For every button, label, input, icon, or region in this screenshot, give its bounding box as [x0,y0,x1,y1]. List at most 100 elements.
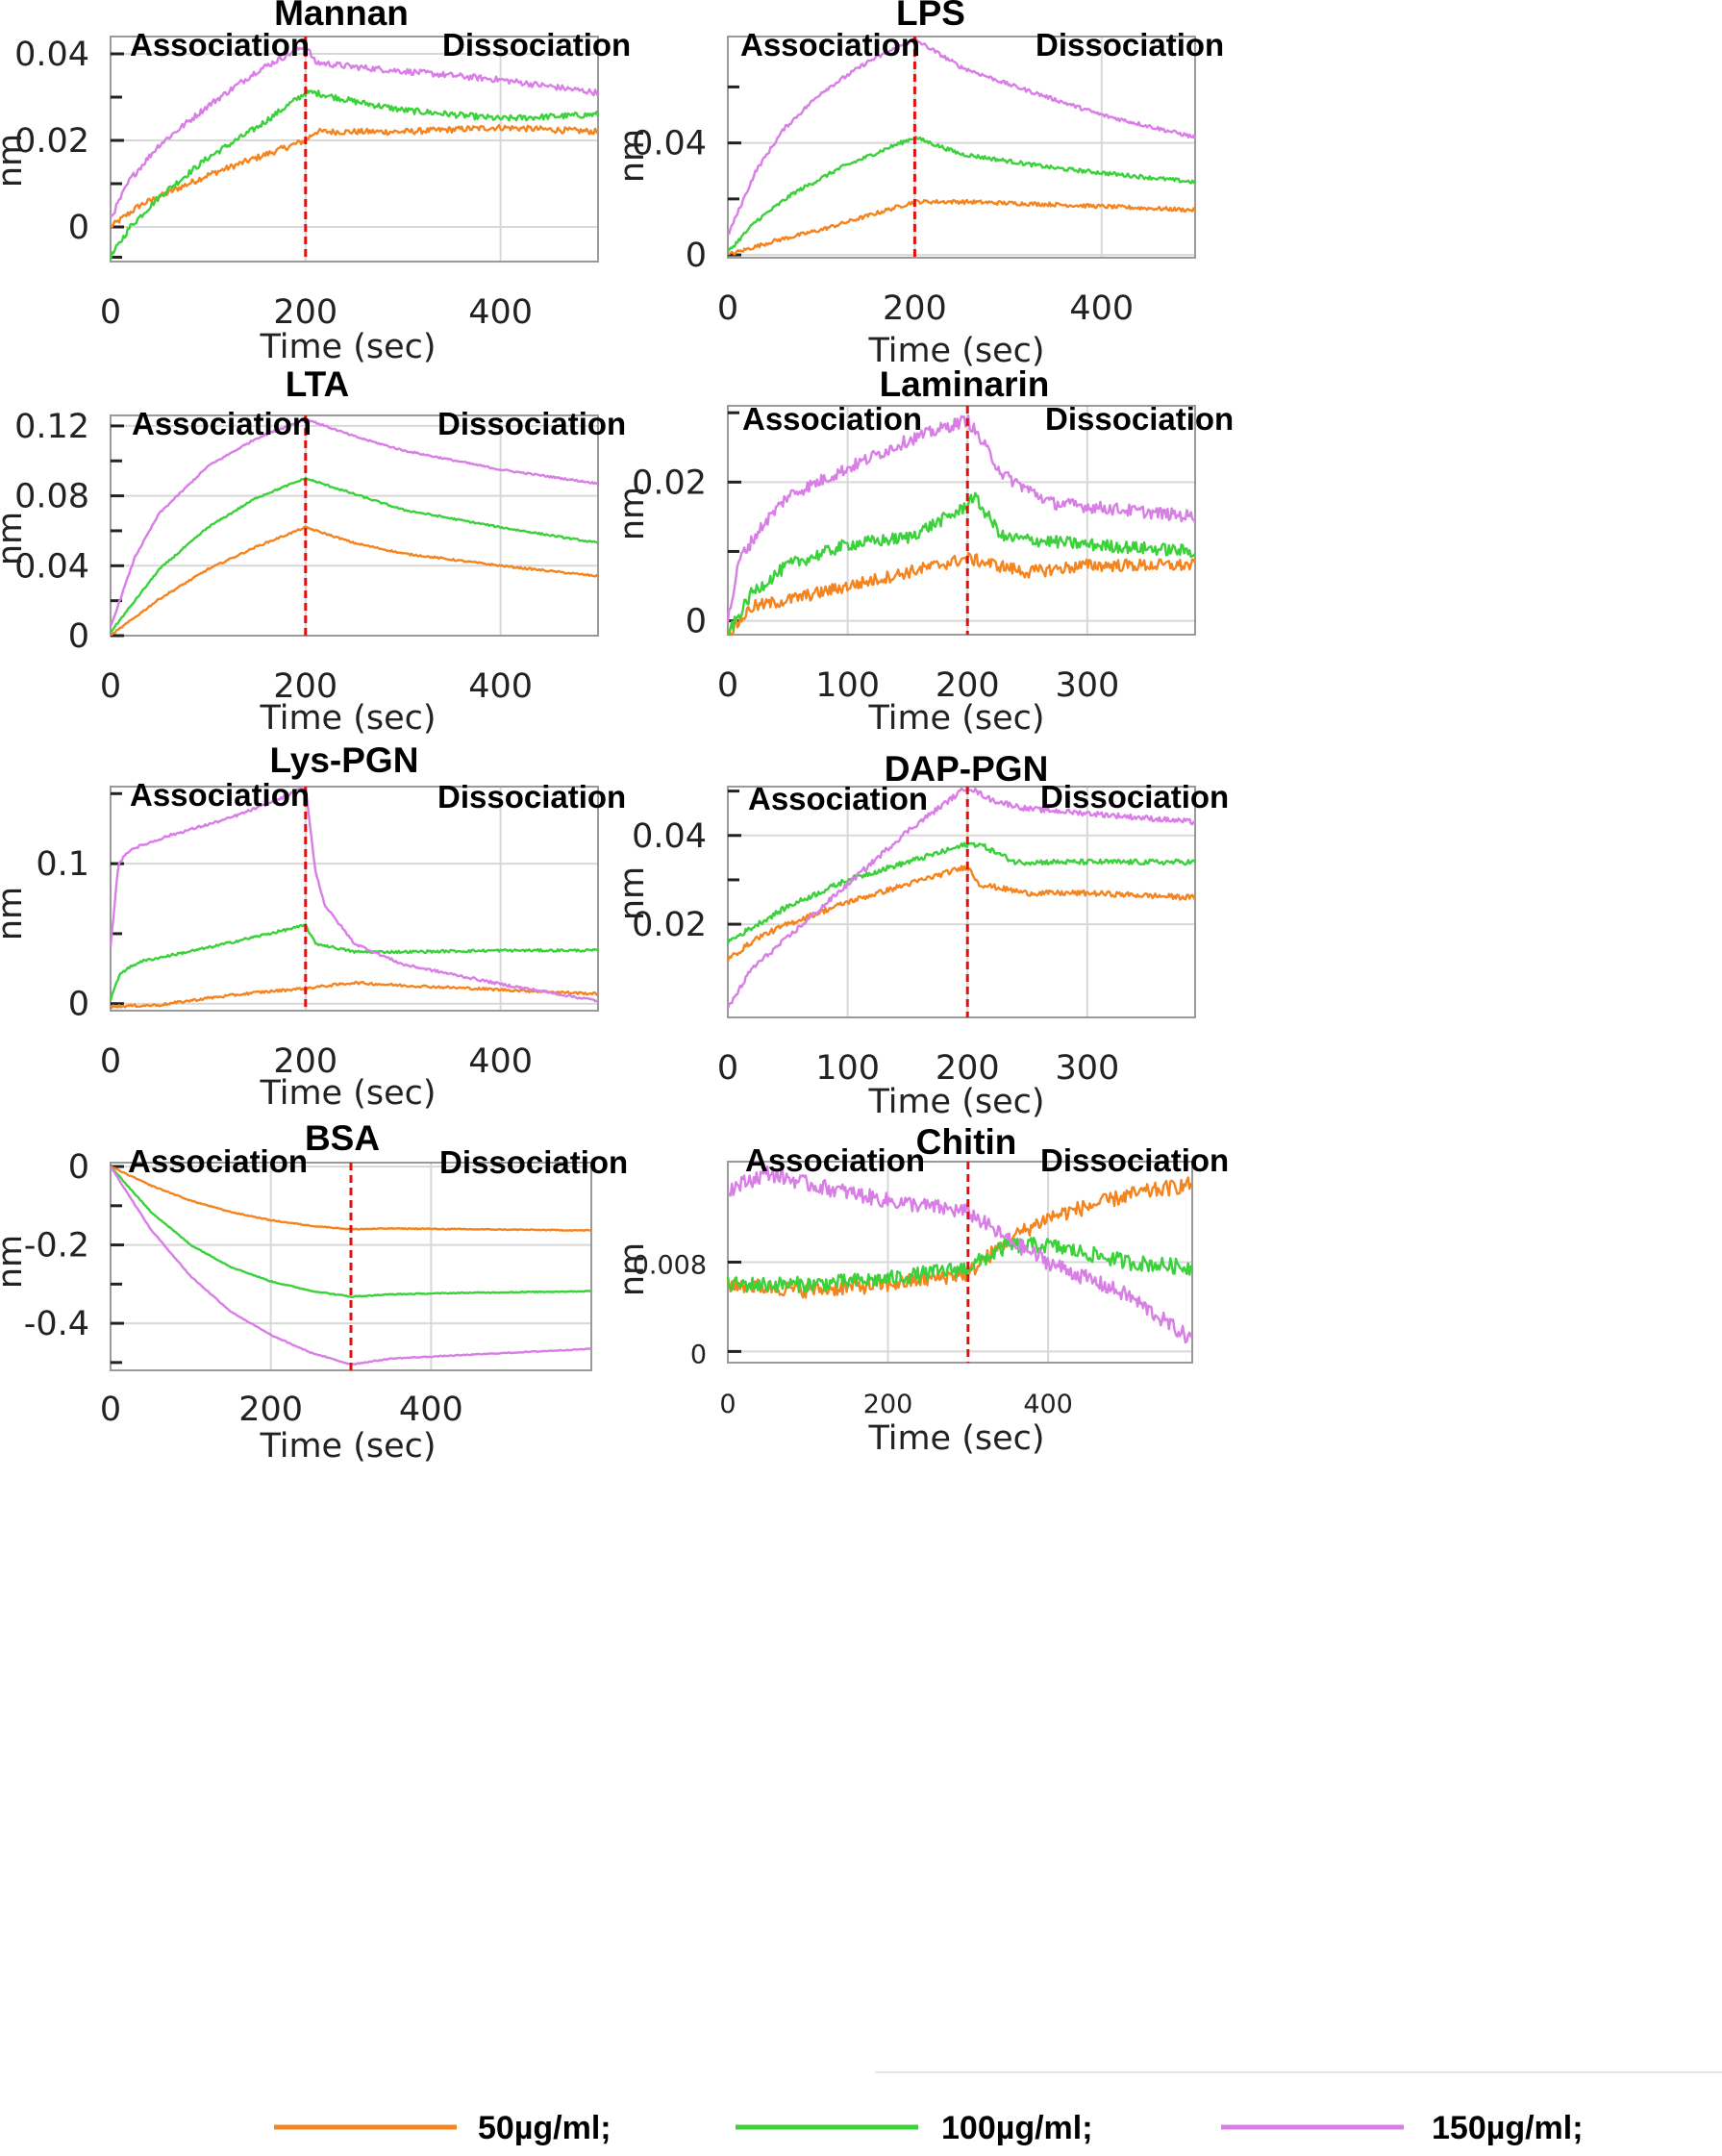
association-label: Association [745,1142,925,1178]
x-tick-label: 200 [273,293,337,332]
x-tick-label: 400 [1069,289,1134,328]
series-line-100 [727,136,1197,252]
series-line-50 [726,552,1197,637]
y-tick-label: 0 [68,1148,89,1187]
dissociation-label: Dissociation [1036,27,1224,63]
x-axis-label: Time (sec) [867,1419,1044,1458]
series-line-50 [726,865,1196,963]
series-line-100 [726,841,1196,944]
y-tick-label: 0 [690,1340,707,1369]
association-label: Association [742,401,922,437]
series-line-150 [726,414,1197,623]
y-tick-label: 0.1 [36,845,89,884]
series-line-150 [727,37,1197,237]
series-line-100 [110,476,599,634]
x-axis-label: Time (sec) [259,699,436,738]
x-tick-label: 0 [100,1391,121,1429]
chart-panel-lps: 0 0.04 0 200 400 Time (sec) nm Association Disso… [613,0,1224,370]
dissociation-label: Dissociation [439,1144,628,1180]
series-line-100 [109,923,599,1001]
plot-frame [727,786,1196,1018]
x-axis-label: Time (sec) [259,1427,436,1466]
association-label: Association [130,27,310,63]
dissociation-label: Dissociation [437,779,626,815]
x-tick-label: 0 [717,666,738,705]
x-tick-label: 0 [717,1049,738,1088]
y-tick-label: 0.04 [632,125,707,163]
chart-title: Mannan [274,0,409,33]
y-tick-label: 0.12 [14,408,89,446]
plot-frame [110,414,599,637]
y-tick-label: 0.08 [14,478,89,516]
association-label: Association [132,406,312,441]
chart-panel-mannan: 0 0.02 0.04 0 200 400 Time (sec) nm Association D… [0,0,631,366]
y-tick-label: 0.04 [632,817,707,856]
x-tick-label: 200 [238,1391,303,1429]
x-tick-label: 200 [883,289,947,328]
y-tick-label: 0.02 [632,464,707,502]
chart-panel-lta: 0 0.04 0.08 0.12 0 200 400 Time (sec) nm Associat… [0,364,626,738]
series-line-50 [110,123,599,229]
y-axis-label: nm [0,134,30,188]
y-tick-label: 0.02 [632,906,707,944]
y-axis-label: nm [613,487,652,540]
x-axis-label: Time (sec) [867,332,1044,370]
dissociation-label: Dissociation [1040,779,1229,815]
association-label: Association [740,27,920,63]
x-tick-label: 200 [273,1042,337,1081]
x-tick-label: 400 [468,1042,533,1081]
x-tick-label: 100 [815,1049,880,1088]
y-tick-label: 0 [68,617,89,656]
y-axis-label: nm [0,887,30,940]
association-label: Association [130,777,310,813]
x-tick-label: 200 [936,666,1000,705]
y-axis-label: nm [613,1242,652,1296]
plot-frame [110,786,599,1012]
association-label: Association [128,1143,308,1179]
x-axis-label: Time (sec) [867,699,1044,738]
series-line-100 [109,88,600,261]
x-tick-label: 0 [717,289,738,328]
y-axis-label: nm [613,129,652,183]
x-tick-label: 200 [936,1049,1000,1088]
x-axis-label: Time (sec) [867,1083,1044,1121]
x-tick-label: 400 [1023,1390,1073,1419]
x-tick-label: 0 [100,667,121,706]
series-line-150 [110,44,599,218]
series-line-50 [727,198,1197,256]
y-axis-label: nm [0,1235,30,1289]
y-tick-label: 0 [686,237,707,275]
x-tick-label: 100 [815,666,880,705]
x-axis-label: Time (sec) [259,1074,436,1113]
series-line-150 [109,785,599,1003]
legend: 50µg/ml; 100µg/ml; 150µg/ml; [274,2110,1584,2146]
y-tick-label: 0 [68,986,89,1024]
plot-frame [727,36,1196,259]
x-tick-label: 200 [863,1390,913,1419]
chart-panel-lys-pgn: 0 0.1 0 200 400 Time (sec) nm Association Dissoc… [0,740,626,1113]
series-line-100 [727,491,1197,637]
chart-title: BSA [305,1118,380,1158]
series-line-150 [109,417,599,627]
chart-title: Laminarin [880,364,1050,404]
y-tick-label: 0 [686,603,707,641]
chart-panel-dap-pgn: 0.02 0.04 0 100 200 300 Time (sec) nm Associatio… [613,749,1229,1121]
y-tick-label: 0.02 [14,122,89,161]
y-tick-label: 0 [68,209,89,247]
dissociation-label: Dissociation [442,27,631,63]
plot-frame [110,36,599,263]
y-tick-label: 0.04 [14,547,89,586]
x-tick-label: 0 [100,1042,121,1081]
x-tick-label: 200 [273,667,337,706]
x-tick-label: 300 [1055,1049,1119,1088]
series-line-150 [726,787,1196,1009]
series-line-150 [727,1165,1193,1344]
series-line-100 [726,1236,1194,1294]
x-tick-label: 0 [719,1390,736,1419]
chart-title: DAP-PGN [885,749,1049,789]
y-tick-label: 0.04 [14,36,89,74]
dissociation-label: Dissociation [1045,401,1234,437]
